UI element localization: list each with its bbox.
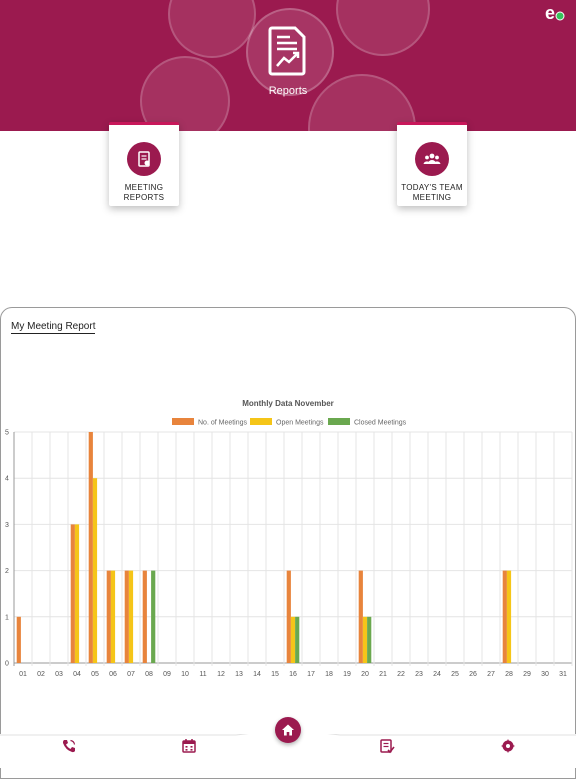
x-tick-label: 19 bbox=[343, 671, 351, 678]
y-tick-label: 1 bbox=[5, 614, 9, 621]
x-tick-label: 12 bbox=[217, 671, 225, 678]
x-tick-label: 06 bbox=[109, 671, 117, 678]
chart-bar bbox=[506, 570, 512, 663]
x-tick-label: 13 bbox=[235, 671, 243, 678]
x-tick-label: 02 bbox=[37, 671, 45, 678]
chart-bar bbox=[124, 570, 129, 663]
chart-bar bbox=[358, 570, 363, 663]
chart-bar bbox=[290, 616, 296, 663]
x-tick-label: 01 bbox=[19, 671, 27, 678]
x-tick-label: 26 bbox=[469, 671, 477, 678]
brand-logo-icon: e bbox=[545, 3, 565, 23]
chart-bar bbox=[106, 570, 111, 663]
document-report-icon bbox=[127, 142, 161, 176]
x-tick-label: 24 bbox=[433, 671, 441, 678]
meeting-reports-label: MEETING REPORTS bbox=[123, 183, 165, 202]
phone-call-icon[interactable] bbox=[61, 738, 77, 754]
x-tick-label: 27 bbox=[487, 671, 495, 678]
x-tick-label: 04 bbox=[73, 671, 81, 678]
y-tick-label: 3 bbox=[5, 522, 9, 529]
x-tick-label: 14 bbox=[253, 671, 261, 678]
todays-team-meeting-card[interactable]: TODAY'S TEAM MEETING bbox=[397, 122, 467, 206]
x-tick-label: 08 bbox=[145, 671, 153, 678]
x-tick-label: 22 bbox=[397, 671, 405, 678]
document-chart-icon bbox=[268, 26, 306, 76]
chart-bar bbox=[74, 524, 80, 663]
home-icon bbox=[282, 724, 294, 736]
chart-bar bbox=[110, 570, 116, 663]
y-tick-label: 5 bbox=[5, 430, 9, 437]
chart-bar bbox=[70, 524, 75, 663]
home-button[interactable] bbox=[275, 717, 301, 743]
decorative-circle bbox=[140, 56, 230, 131]
chart-bar bbox=[128, 570, 134, 663]
x-tick-label: 21 bbox=[379, 671, 387, 678]
chart-bar bbox=[88, 432, 93, 663]
x-tick-label: 10 bbox=[181, 671, 189, 678]
legend-label: No. of Meetings bbox=[198, 420, 248, 427]
chart-bar bbox=[92, 478, 98, 663]
page-title: Reports bbox=[268, 85, 308, 97]
x-tick-label: 20 bbox=[361, 671, 369, 678]
x-tick-label: 16 bbox=[289, 671, 297, 678]
chart-title: Monthly Data November bbox=[242, 399, 334, 408]
x-tick-label: 31 bbox=[559, 671, 567, 678]
x-tick-label: 07 bbox=[127, 671, 135, 678]
report-icon-circle bbox=[246, 8, 334, 96]
chart-bar bbox=[362, 616, 368, 663]
checklist-icon[interactable] bbox=[379, 738, 395, 754]
x-tick-label: 23 bbox=[415, 671, 423, 678]
y-tick-label: 2 bbox=[5, 568, 9, 575]
legend-swatch bbox=[250, 418, 272, 425]
settings-icon[interactable] bbox=[500, 738, 516, 754]
x-tick-label: 17 bbox=[307, 671, 315, 678]
x-tick-label: 15 bbox=[271, 671, 279, 678]
x-tick-label: 29 bbox=[523, 671, 531, 678]
x-tick-label: 05 bbox=[91, 671, 99, 678]
legend-swatch bbox=[328, 418, 350, 425]
chart-bar bbox=[142, 570, 147, 663]
x-tick-label: 09 bbox=[163, 671, 171, 678]
monthly-meetings-chart: Monthly Data November No. of Meetings Open… bbox=[5, 399, 573, 678]
x-tick-label: 30 bbox=[541, 671, 549, 678]
header-banner: Reports e bbox=[0, 0, 576, 131]
todays-team-meeting-label: TODAY'S TEAM MEETING bbox=[401, 183, 463, 202]
svg-text:e: e bbox=[545, 3, 555, 23]
y-tick-label: 0 bbox=[5, 661, 9, 668]
chart-bar bbox=[367, 616, 372, 663]
calendar-icon[interactable] bbox=[181, 738, 197, 754]
chart-bar bbox=[16, 616, 21, 663]
x-tick-label: 11 bbox=[199, 671, 206, 678]
x-tick-label: 25 bbox=[451, 671, 459, 678]
team-icon bbox=[415, 142, 449, 176]
chart-bar bbox=[151, 570, 156, 663]
meeting-reports-card[interactable]: MEETING REPORTS bbox=[109, 122, 179, 206]
chart-bar bbox=[286, 570, 291, 663]
legend-label: Open Meetings bbox=[276, 420, 324, 427]
x-tick-label: 18 bbox=[325, 671, 333, 678]
x-tick-label: 28 bbox=[505, 671, 513, 678]
chart-bar bbox=[502, 570, 507, 663]
y-tick-label: 4 bbox=[5, 476, 9, 483]
report-title[interactable]: My Meeting Report bbox=[11, 321, 96, 334]
chart-bar bbox=[295, 616, 300, 663]
legend-swatch bbox=[172, 418, 194, 425]
x-tick-label: 03 bbox=[55, 671, 63, 678]
legend-label: Closed Meetings bbox=[354, 420, 407, 427]
